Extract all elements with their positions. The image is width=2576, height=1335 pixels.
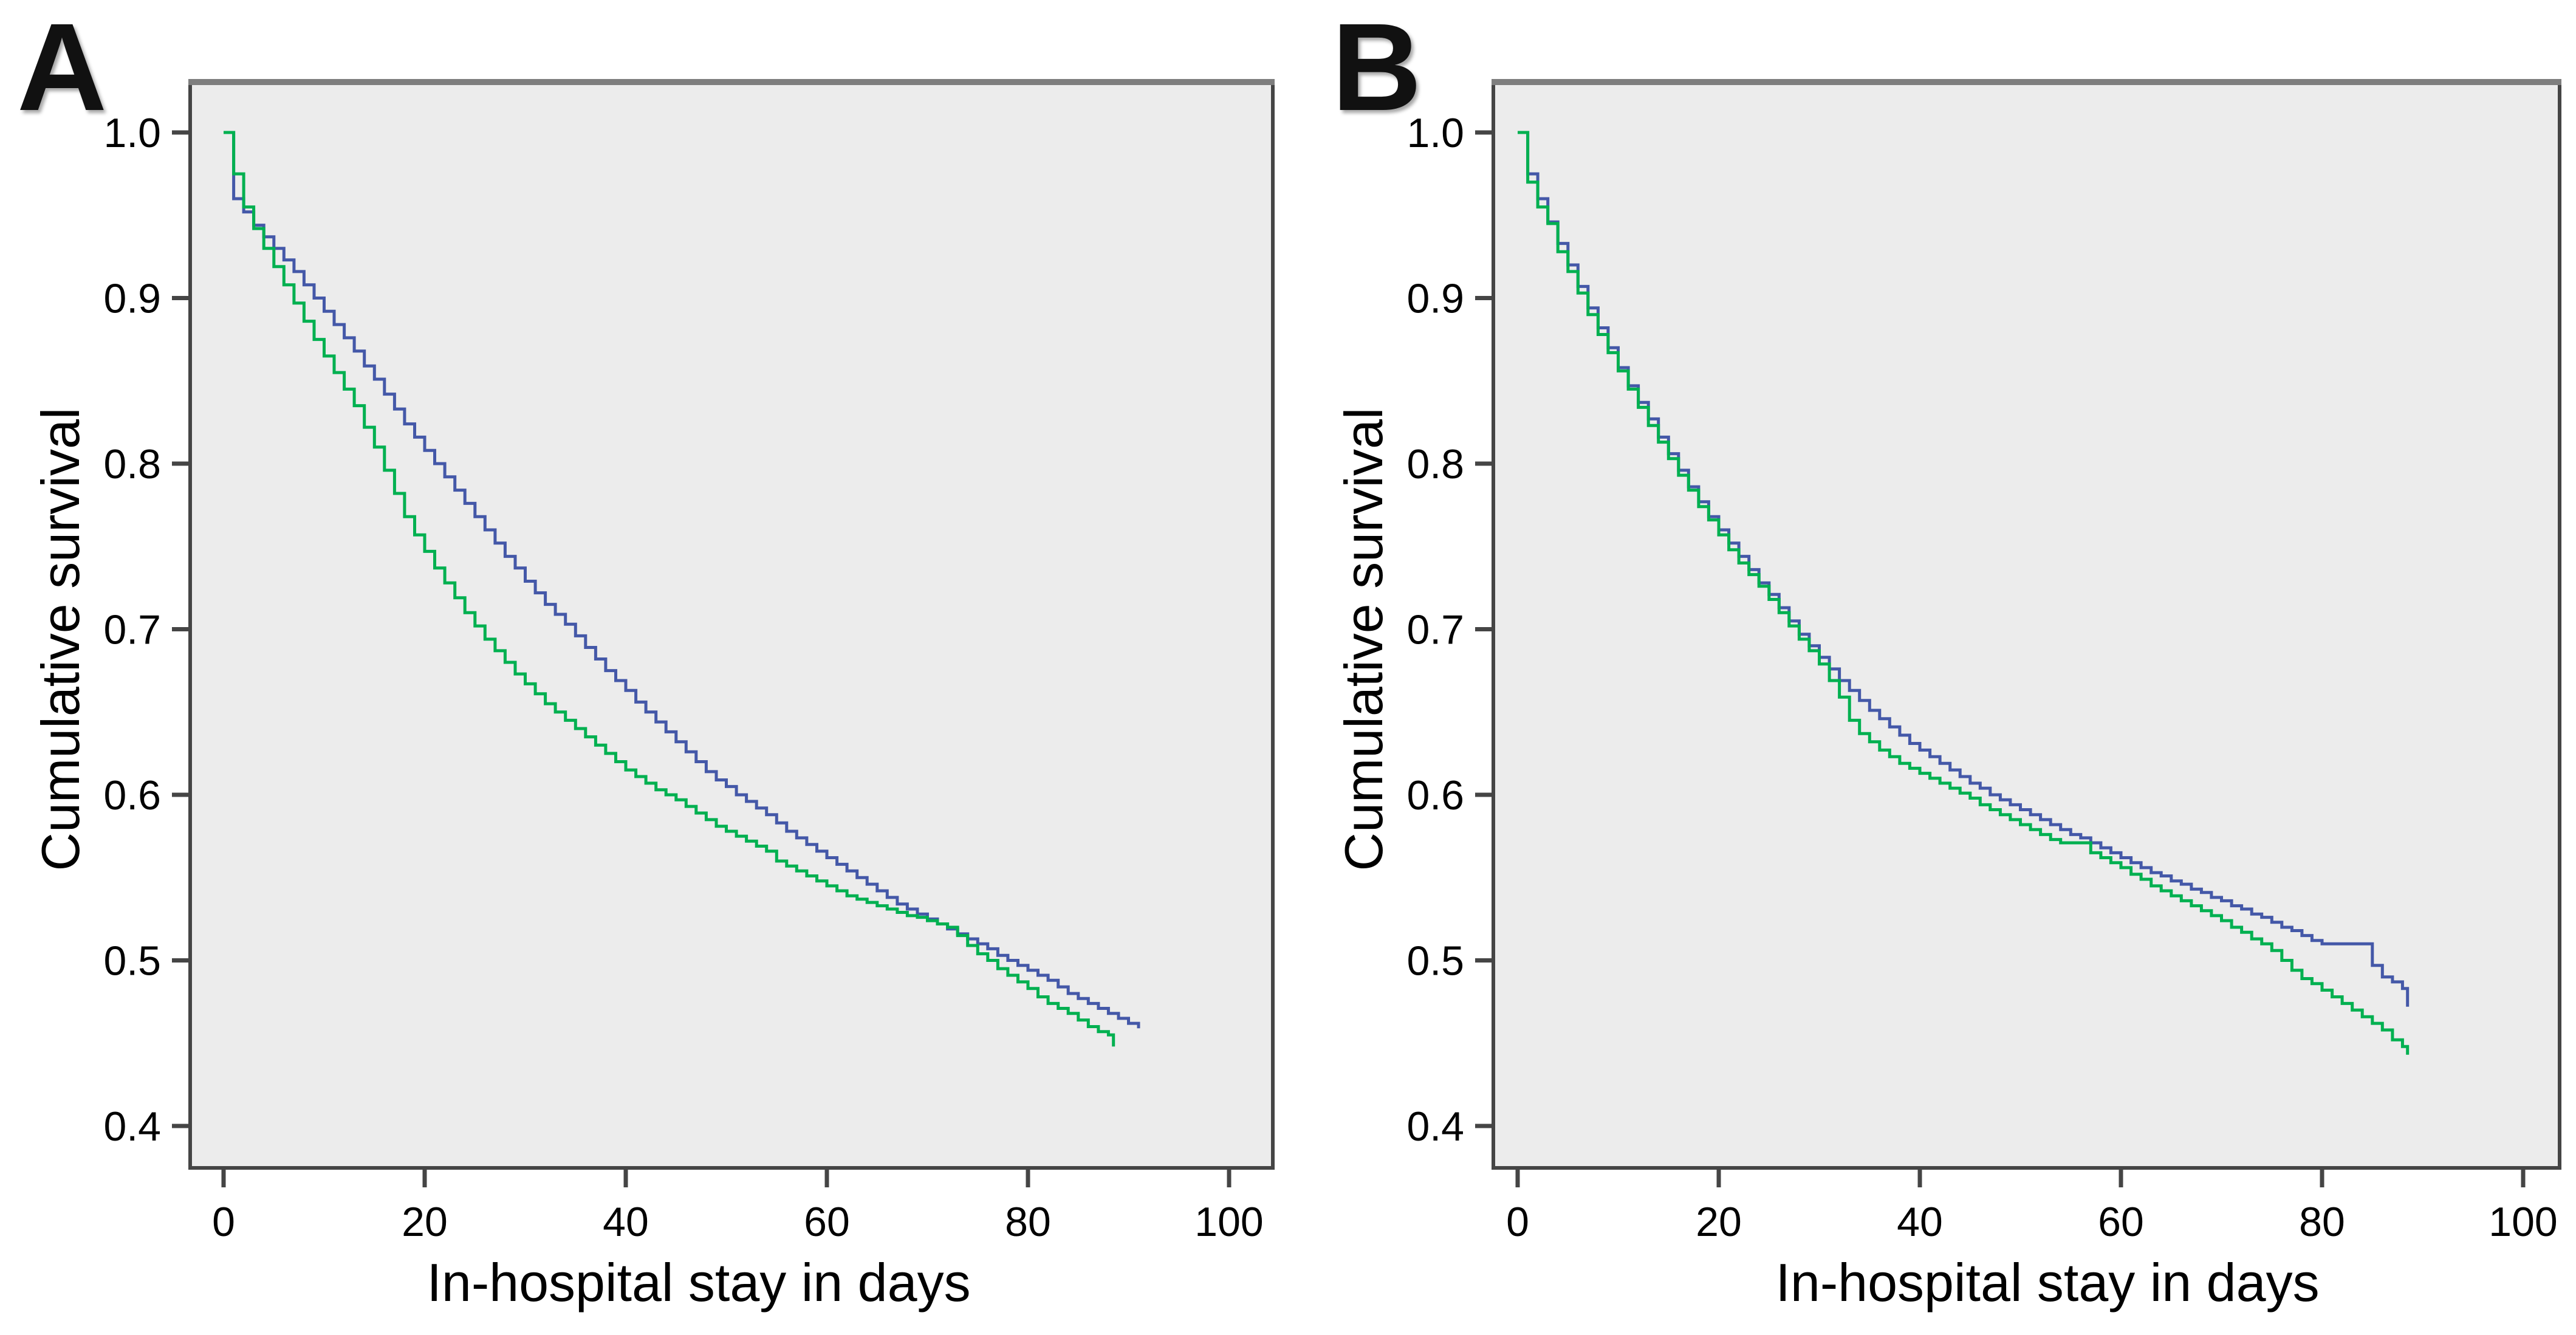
y-tick-label: 0.8	[1406, 441, 1464, 487]
survival-curve-green	[224, 131, 1115, 1047]
y-tick-label: 0.6	[1406, 772, 1464, 819]
survival-curve-blue	[1518, 131, 2410, 1007]
y-tick-label: 0.7	[103, 607, 161, 653]
y-tick-label: 0.4	[1406, 1103, 1464, 1150]
panel-b-x-axis-title: In-hospital stay in days	[1775, 1252, 2320, 1313]
y-tick-label: 1.0	[1406, 110, 1464, 156]
x-tick-label: 80	[1005, 1199, 1051, 1245]
y-tick-label: 0.6	[103, 772, 161, 819]
x-tick-label: 40	[603, 1199, 649, 1245]
survival-curve-green	[1518, 131, 2410, 1055]
panel-a-plot: 1.0 0.9 0.8 0.7 0.6 0.5 0.4 0 20 40 60 80 100	[103, 79, 1275, 1245]
x-tick-label: 60	[804, 1199, 850, 1245]
x-tick-label: 40	[1897, 1199, 1943, 1245]
panel-a-x-axis-title: In-hospital stay in days	[426, 1252, 971, 1313]
y-tick-label: 1.0	[103, 110, 161, 156]
y-tick-label: 0.9	[1406, 276, 1464, 322]
x-tick-label: 60	[2098, 1199, 2144, 1245]
y-tick-label: 0.5	[103, 938, 161, 984]
x-tick-label: 100	[2489, 1199, 2557, 1245]
x-tick-label: 20	[1696, 1199, 1742, 1245]
x-tick-label: 0	[1506, 1199, 1529, 1245]
y-tick-label: 0.4	[103, 1103, 161, 1150]
plot-area	[1492, 80, 2561, 1170]
plot-area	[188, 80, 1275, 1170]
survival-curve-blue	[224, 131, 1140, 1029]
panel-b-plot: 1.0 0.9 0.8 0.7 0.6 0.5 0.4 0 20 40 60 80 100	[1406, 79, 2561, 1245]
y-tick-label: 0.7	[1406, 607, 1464, 653]
y-tick-label: 0.9	[103, 276, 161, 322]
y-tick-label: 0.8	[103, 441, 161, 487]
x-tick-label: 80	[2299, 1199, 2345, 1245]
x-tick-label: 100	[1194, 1199, 1263, 1245]
panel-a-y-axis-title: Cumulative survival	[30, 407, 91, 871]
x-tick-label: 0	[212, 1199, 235, 1245]
panel-a-label: A	[17, 0, 108, 137]
x-tick-label: 20	[402, 1199, 448, 1245]
panel-b-label: B	[1332, 0, 1422, 137]
panel-b-y-axis-title: Cumulative survival	[1334, 407, 1394, 871]
y-tick-label: 0.5	[1406, 938, 1464, 984]
